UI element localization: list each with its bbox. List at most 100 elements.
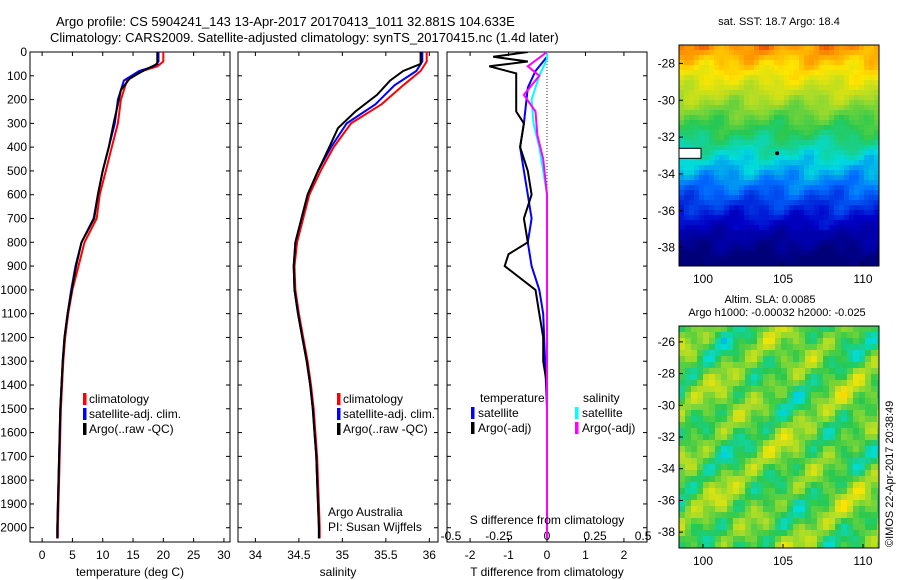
sst-cell — [694, 75, 699, 80]
sst-cell — [864, 185, 869, 190]
sla-cell — [715, 452, 721, 458]
sla-cell — [721, 344, 727, 350]
sla-cell — [721, 398, 727, 404]
sst-cell — [759, 205, 764, 210]
sst-cell — [769, 85, 774, 90]
sst-cell — [709, 200, 714, 205]
sla-cell — [703, 374, 709, 380]
sst-cell — [709, 115, 714, 120]
sla-cell — [727, 536, 733, 542]
sst-cell — [834, 210, 839, 215]
sla-cell — [865, 500, 871, 506]
sst-cell — [819, 150, 824, 155]
sst-cell — [874, 210, 879, 215]
sla-cell — [829, 482, 835, 488]
sla-cell — [835, 506, 841, 512]
sla-cell — [745, 350, 751, 356]
sla-cell — [757, 374, 763, 380]
sst-cell — [849, 130, 854, 135]
sst-cell — [864, 150, 869, 155]
sla-cell — [847, 476, 853, 482]
sst-cell — [699, 240, 704, 245]
sst-cell — [819, 180, 824, 185]
sst-cell — [869, 180, 874, 185]
sst-cell — [679, 175, 684, 180]
sst-cell — [784, 220, 789, 225]
sst-cell — [769, 155, 774, 160]
sst-cell — [849, 145, 854, 150]
sst-cell — [829, 195, 834, 200]
sla-cell — [829, 356, 835, 362]
sst-cell — [679, 160, 684, 165]
sla-cell — [853, 518, 859, 524]
sst-cell — [789, 105, 794, 110]
sst-cell — [794, 85, 799, 90]
sla-cell — [823, 512, 829, 518]
map-xtick-label: 110 — [853, 554, 872, 568]
sst-cell — [799, 245, 804, 250]
sla-cell — [721, 434, 727, 440]
sla-cell — [811, 452, 817, 458]
sla-cell — [865, 398, 871, 404]
sst-cell — [744, 45, 749, 50]
sst-cell — [874, 185, 879, 190]
sst-cell — [694, 160, 699, 165]
sst-cell — [824, 260, 829, 265]
sst-cell — [699, 220, 704, 225]
sst-cell — [849, 135, 854, 140]
sla-cell — [811, 422, 817, 428]
sst-cell — [849, 120, 854, 125]
sla-cell — [763, 530, 769, 536]
sla-cell — [763, 452, 769, 458]
sst-cell — [854, 75, 859, 80]
sst-cell — [864, 75, 869, 80]
sst-cell — [749, 245, 754, 250]
sla-cell — [763, 410, 769, 416]
salinity-xtick-label: 36 — [423, 548, 437, 562]
imos-credit: ©IMOS 22-Apr-2017 20:38:49 — [884, 401, 896, 547]
sst-cell — [864, 60, 869, 65]
sst-cell — [744, 260, 749, 265]
sst-cell — [854, 250, 859, 255]
sst-cell — [749, 110, 754, 115]
argo-position-marker — [678, 147, 780, 159]
sla-cell — [685, 362, 691, 368]
sla-cell — [787, 476, 793, 482]
sst-cell — [844, 185, 849, 190]
sst-cell — [679, 235, 684, 240]
sst-cell — [869, 115, 874, 120]
sla-cell — [775, 404, 781, 410]
sst-cell — [774, 65, 779, 70]
sla-cell — [775, 488, 781, 494]
sst-cell — [694, 90, 699, 95]
sst-cell — [794, 65, 799, 70]
sla-cell — [721, 338, 727, 344]
sst-cell — [839, 170, 844, 175]
sst-cell — [729, 255, 734, 260]
sla-cell — [823, 542, 829, 548]
sst-cell — [814, 60, 819, 65]
sla-cell — [835, 326, 841, 332]
sst-cell — [744, 205, 749, 210]
sst-cell — [754, 95, 759, 100]
sst-cell — [854, 215, 859, 220]
sla-cell — [769, 404, 775, 410]
sst-cell — [754, 165, 759, 170]
sst-cell — [859, 120, 864, 125]
sst-cell — [819, 200, 824, 205]
sst-cell — [754, 155, 759, 160]
sst-cell — [844, 135, 849, 140]
sst-cell — [854, 85, 859, 90]
sst-cell — [729, 45, 734, 50]
sst-cell — [859, 225, 864, 230]
sla-cell — [793, 422, 799, 428]
sst-cell — [679, 95, 684, 100]
sla-cell — [835, 440, 841, 446]
sst-cell — [829, 80, 834, 85]
sst-cell — [859, 55, 864, 60]
sla-cell — [877, 518, 879, 524]
sla-cell — [691, 542, 697, 548]
sla-cell — [721, 542, 727, 548]
sst-cell — [744, 220, 749, 225]
sst-cell — [719, 165, 724, 170]
